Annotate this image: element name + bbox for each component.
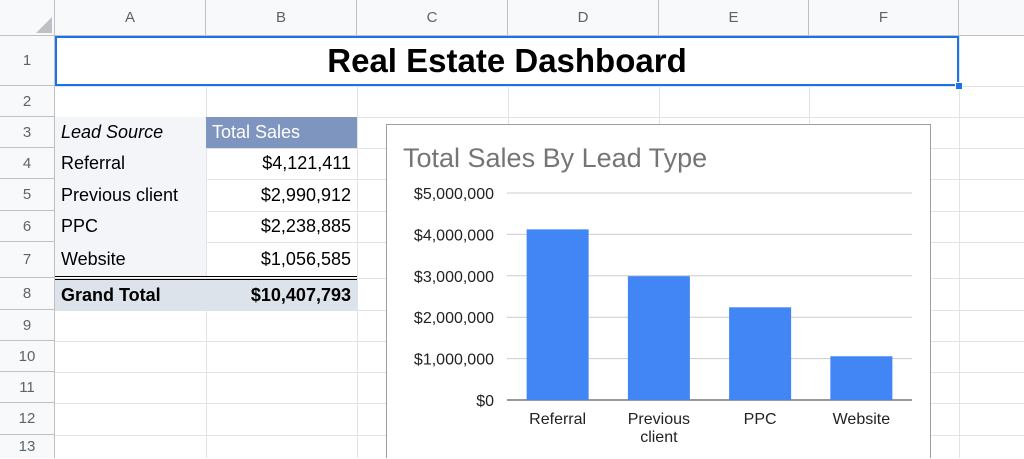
bar-previous-client[interactable] [627,276,690,400]
table-cell-sales-previous-client[interactable]: $2,990,912 [260,184,351,205]
gridline [55,117,1024,118]
table-cell-sales-ppc[interactable]: $2,238,885 [260,216,351,236]
row-header-3[interactable]: 3 [0,117,55,148]
row-header-6[interactable]: 6 [0,211,55,242]
row-header-11[interactable]: 11 [0,372,55,403]
table-cell-source-ppc[interactable]: PPC [55,211,206,242]
table-cell-sales-website[interactable]: $1,056,585 [260,249,351,269]
bar-website[interactable] [830,356,893,400]
table-cell-grand-total-value[interactable]: $10,407,793 [206,280,357,310]
chart-bars [526,229,893,400]
column-header-a[interactable]: A [55,0,206,36]
table-cell-grand-total-label[interactable]: Grand Total [55,280,206,310]
row-header-12[interactable]: 12 [0,403,55,435]
gridline [206,36,207,458]
gridline [55,86,1024,87]
selection-fill-handle[interactable] [955,82,963,90]
row-header-4[interactable]: 4 [0,148,55,179]
y-tick-label: $4,000,000 [414,227,494,244]
table-cell-sales-referral[interactable]: $4,121,411 [262,153,351,173]
row-header-1[interactable]: 1 [0,36,55,86]
dashboard-title-cell[interactable]: Real Estate Dashboard [55,36,959,86]
x-tick-label: Referral [529,411,586,428]
total-border-top [55,276,357,277]
chart-x-axis: Referral Previous client PPC Website [529,411,890,446]
total-border-bottom [55,279,357,280]
bar-ppc[interactable] [729,307,792,400]
row-header-10[interactable]: 10 [0,341,55,372]
row-header-2[interactable]: 2 [0,86,55,117]
column-header-e[interactable]: E [659,0,809,36]
table-header-total-sales[interactable]: Total Sales [206,117,357,148]
row-header-8[interactable]: 8 [0,278,55,310]
row-header-13[interactable]: 13 [0,435,55,458]
y-tick-label: $1,000,000 [414,352,494,369]
bar-referral[interactable] [526,229,589,400]
table-cell-source-previous-client[interactable]: Previous client [55,179,206,211]
y-tick-label: $0 [476,393,494,410]
select-all-corner[interactable] [0,0,55,36]
row-header-5[interactable]: 5 [0,179,55,211]
sales-bar-chart[interactable]: Total Sales By Lead Type $0 $1,000,000 $2,… [386,124,931,458]
chart-title: Total Sales By Lead Type [403,143,707,173]
x-tick-label: Previous client [628,411,690,446]
row-header-9[interactable]: 9 [0,310,55,341]
row-header-7[interactable]: 7 [0,242,55,278]
y-tick-label: $3,000,000 [414,269,494,286]
x-tick-label: PPC [744,411,777,428]
x-tick-label: Website [833,411,891,428]
gridline [357,36,358,458]
chart-canvas: Total Sales By Lead Type $0 $1,000,000 $2,… [403,143,912,446]
corner-triangle-icon [36,17,52,33]
gridline [959,36,960,458]
column-header-f[interactable]: F [809,0,959,36]
column-header-d[interactable]: D [508,0,659,36]
y-tick-label: $5,000,000 [414,186,494,203]
table-header-lead-source[interactable]: Lead Source [55,117,206,148]
chart-y-axis: $0 $1,000,000 $2,000,000 $3,000,000 $4,000,0… [414,186,494,410]
table-cell-source-website[interactable]: Website [55,242,206,277]
y-tick-label: $2,000,000 [414,310,494,327]
column-header-b[interactable]: B [206,0,357,36]
table-cell-source-referral[interactable]: Referral [55,148,206,179]
column-header-c[interactable]: C [357,0,508,36]
column-header-g[interactable] [959,0,1024,36]
